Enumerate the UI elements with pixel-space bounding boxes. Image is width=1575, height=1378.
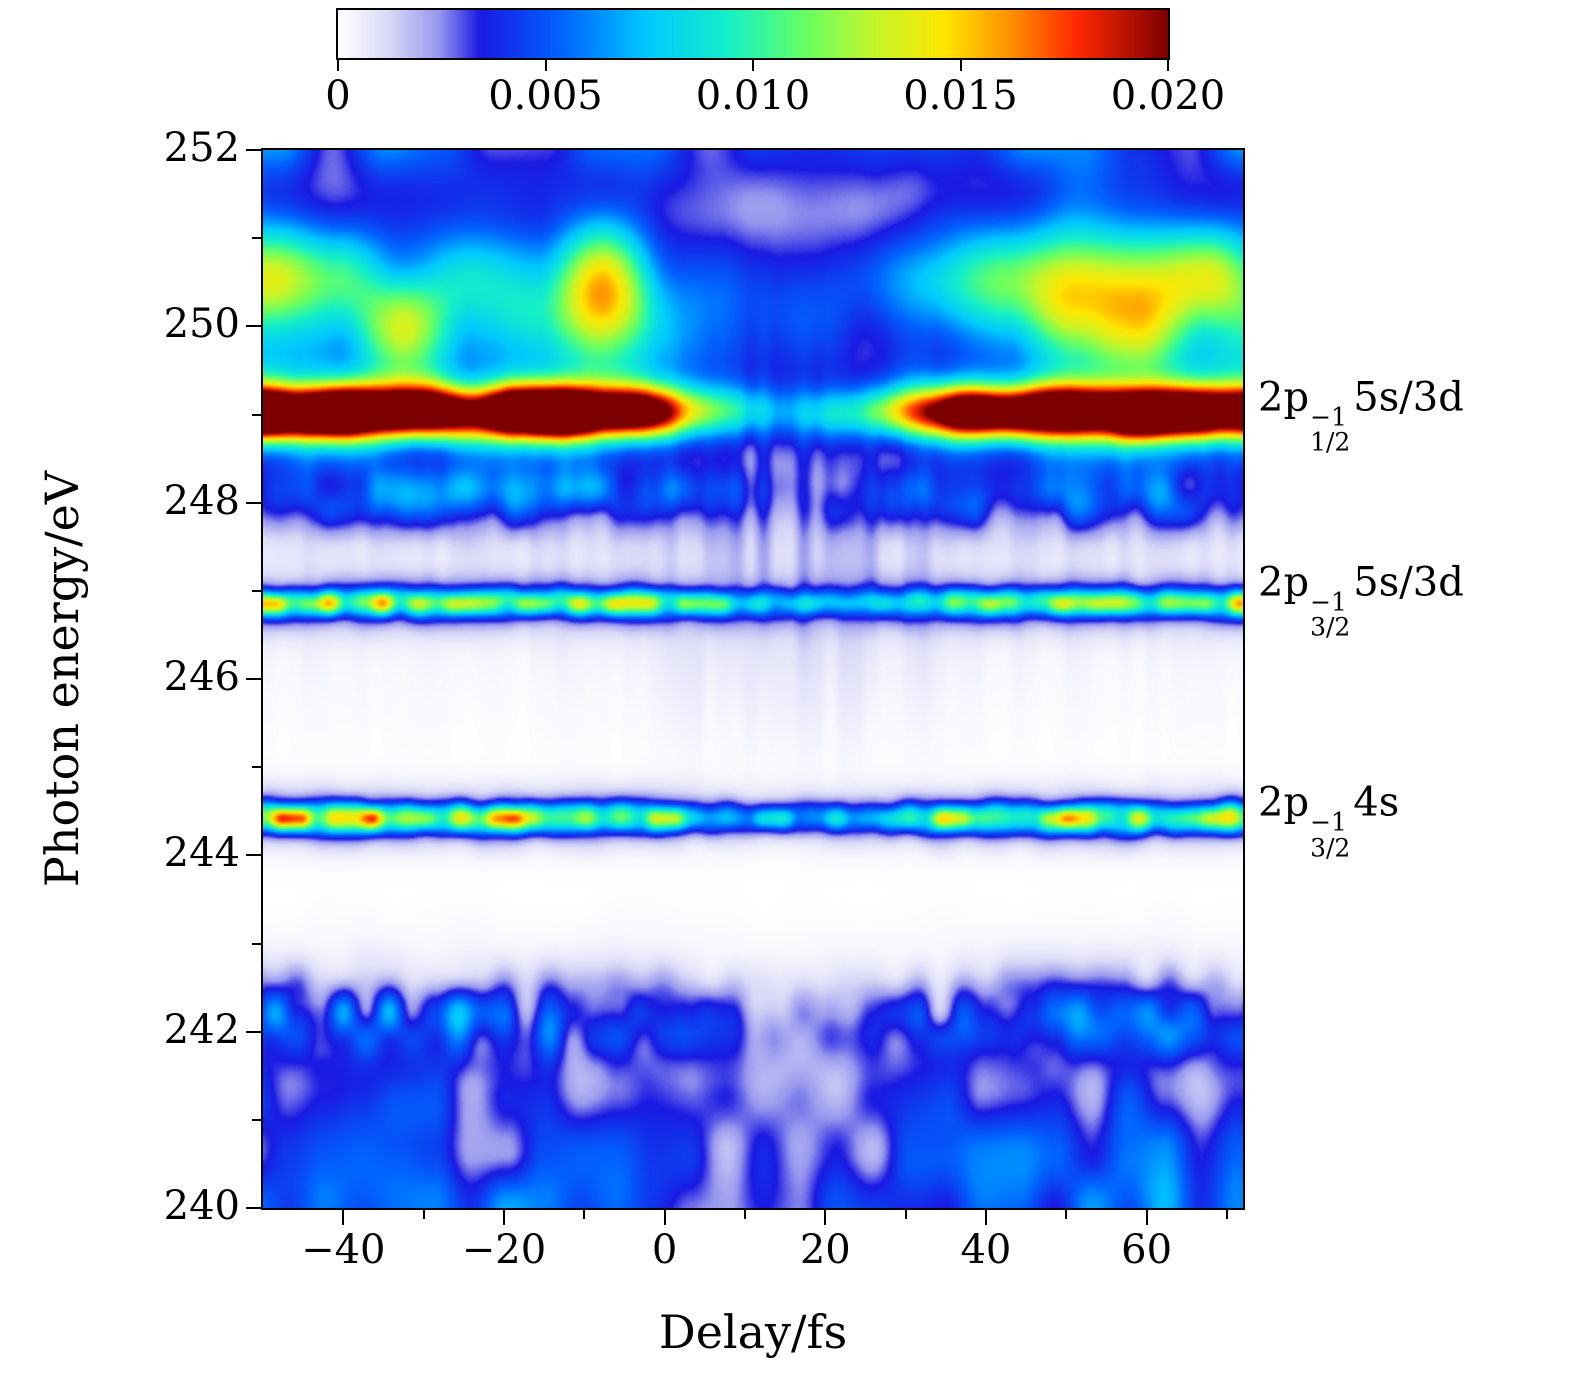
colorbar-tick — [959, 58, 962, 71]
x-tick-label: 40 — [960, 1227, 1012, 1273]
x-minor-tick — [1225, 1210, 1228, 1219]
state-label-superscript: −1 — [1310, 807, 1347, 837]
y-tick-label: 252 — [163, 125, 240, 171]
y-minor-tick — [252, 413, 261, 416]
y-tick-label: 250 — [163, 301, 240, 348]
colorbar-tick-label: 0.020 — [1110, 73, 1226, 119]
state-label-base: 2p — [1258, 559, 1310, 606]
state-label-1: 2p −1 1/2 5s/3d — [1258, 374, 1464, 455]
plot-frame — [261, 148, 1245, 1210]
y-axis-label: Photon energy/eV — [35, 470, 89, 888]
state-label-term: 5s/3d — [1353, 559, 1464, 606]
colorbar-gradient — [338, 10, 1168, 58]
y-major-tick — [246, 1030, 261, 1033]
x-major-tick — [342, 1210, 345, 1225]
state-label-term: 5s/3d — [1353, 374, 1464, 420]
colorbar-tick-label: 0 — [325, 73, 351, 119]
x-minor-tick — [1065, 1210, 1068, 1219]
x-tick-label: 0 — [651, 1227, 678, 1273]
y-major-tick — [246, 149, 261, 151]
state-label-subscript: 3/2 — [1310, 833, 1351, 863]
colorbar-tick — [337, 58, 339, 71]
state-label-supsub: −1 1/2 — [1310, 404, 1350, 455]
state-label-superscript: −1 — [1310, 402, 1347, 431]
x-major-tick — [824, 1210, 827, 1225]
x-axis-label: Delay/fs — [658, 1305, 848, 1359]
x-major-tick — [663, 1210, 666, 1225]
y-major-tick — [246, 678, 261, 680]
y-minor-tick — [252, 942, 261, 945]
x-minor-tick — [422, 1210, 425, 1219]
colorbar-tick-label: 0.015 — [903, 73, 1018, 119]
x-minor-tick — [583, 1210, 586, 1219]
y-minor-tick — [252, 1118, 261, 1121]
y-major-tick — [246, 501, 261, 504]
state-label-subscript: 1/2 — [1310, 427, 1351, 457]
state-label-3: 2p −1 3/2 4s — [1258, 780, 1399, 861]
y-tick-label: 244 — [163, 830, 240, 877]
state-label-supsub: −1 3/2 — [1310, 810, 1350, 861]
x-tick-label: 60 — [1121, 1227, 1173, 1273]
state-label-supsub: −1 3/2 — [1310, 589, 1350, 640]
y-tick-label: 240 — [163, 1183, 240, 1229]
y-tick-label: 248 — [163, 477, 240, 524]
heatmap-canvas — [263, 150, 1243, 1208]
colorbar-tick — [752, 58, 754, 71]
x-tick-label: −20 — [461, 1227, 547, 1273]
state-label-base: 2p — [1258, 779, 1310, 826]
x-minor-tick — [904, 1210, 907, 1219]
colorbar-tick — [1167, 58, 1169, 71]
colorbar-tick-label: 0.010 — [695, 73, 811, 119]
state-label-term: 4s — [1353, 779, 1400, 826]
x-tick-label: −40 — [301, 1227, 386, 1273]
state-label-superscript: −1 — [1310, 587, 1347, 617]
y-major-tick — [246, 1207, 261, 1209]
x-major-tick — [984, 1210, 987, 1225]
y-minor-tick — [252, 237, 261, 240]
x-major-tick — [502, 1210, 505, 1225]
x-major-tick — [1145, 1210, 1148, 1225]
y-major-tick — [246, 325, 261, 328]
y-tick-label: 242 — [163, 1006, 240, 1053]
y-major-tick — [246, 854, 261, 857]
y-minor-tick — [252, 766, 261, 769]
state-label-2: 2p −1 3/2 5s/3d — [1258, 559, 1464, 640]
state-label-subscript: 3/2 — [1310, 612, 1351, 642]
y-tick-label: 246 — [163, 654, 240, 700]
y-minor-tick — [252, 589, 261, 592]
x-tick-label: 20 — [799, 1227, 851, 1273]
colorbar-tick — [544, 58, 547, 71]
x-minor-tick — [743, 1210, 746, 1219]
state-label-base: 2p — [1258, 374, 1310, 420]
colorbar-frame — [336, 8, 1170, 60]
colorbar-tick-label: 0.005 — [488, 73, 603, 119]
